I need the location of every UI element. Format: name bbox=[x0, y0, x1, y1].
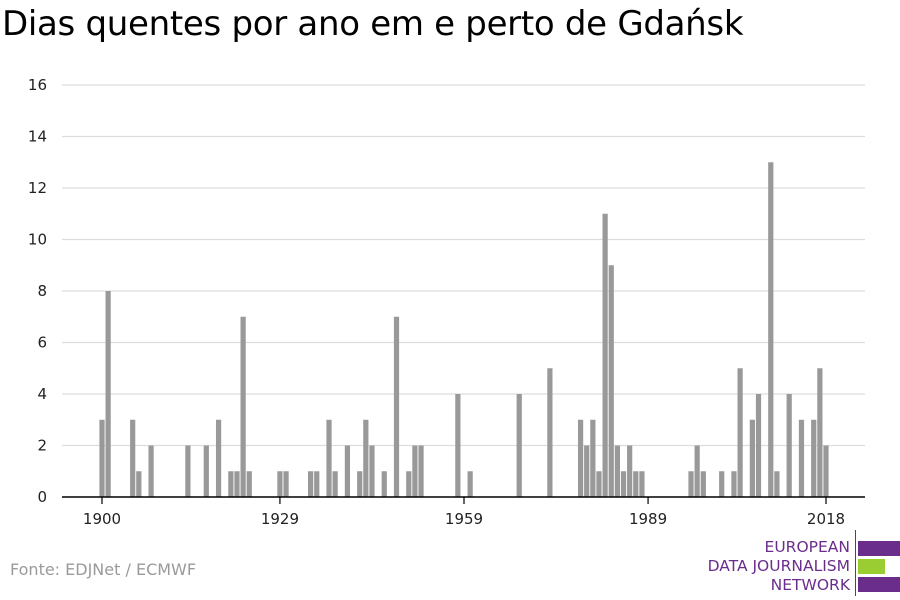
bar bbox=[731, 471, 737, 497]
bar bbox=[240, 316, 246, 497]
logo-purple-bar-top bbox=[858, 541, 900, 556]
x-tick-label: 1959 bbox=[445, 510, 483, 528]
bar bbox=[817, 368, 823, 497]
logo-line-1: EUROPEAN bbox=[764, 538, 850, 556]
bar bbox=[620, 471, 627, 497]
gridlines bbox=[62, 84, 865, 447]
bar bbox=[185, 445, 191, 497]
bar bbox=[136, 471, 142, 497]
bar bbox=[418, 445, 424, 497]
bar bbox=[228, 471, 234, 497]
y-tick-label: 10 bbox=[28, 231, 47, 249]
y-tick-label: 14 bbox=[28, 128, 47, 146]
bar bbox=[332, 471, 338, 497]
y-tick-label: 0 bbox=[37, 488, 47, 506]
bar bbox=[369, 445, 375, 497]
bar-chart: 0 2 4 6 8 10 12 14 16 1900 1929 1959 1989 2018 bbox=[28, 76, 865, 528]
bar bbox=[694, 445, 700, 497]
bar bbox=[823, 445, 829, 497]
bar bbox=[639, 471, 645, 497]
logo-purple-bar-bottom bbox=[858, 577, 900, 592]
bar bbox=[326, 419, 332, 497]
y-tick-label: 2 bbox=[37, 437, 47, 455]
bar bbox=[283, 471, 289, 497]
bar bbox=[614, 445, 620, 497]
bars bbox=[99, 162, 829, 497]
bar bbox=[516, 394, 522, 497]
bar bbox=[584, 445, 590, 497]
bar bbox=[246, 471, 252, 497]
bar bbox=[737, 368, 743, 497]
bar bbox=[577, 419, 584, 497]
x-tick-label: 2018 bbox=[807, 510, 845, 528]
logo-green-bar bbox=[858, 559, 885, 574]
bar bbox=[590, 419, 596, 497]
y-tick-label: 12 bbox=[28, 179, 47, 197]
bar bbox=[277, 471, 283, 497]
bar bbox=[547, 368, 553, 497]
bar bbox=[148, 445, 154, 497]
bar bbox=[774, 471, 780, 497]
bar bbox=[314, 471, 320, 497]
bar bbox=[203, 445, 209, 497]
bar bbox=[608, 265, 614, 497]
edjnet-logo: EUROPEAN DATA JOURNALISM NETWORK bbox=[700, 530, 900, 600]
logo-vertical-rule bbox=[855, 530, 856, 596]
bar bbox=[627, 445, 633, 497]
y-tick-label: 16 bbox=[28, 76, 47, 94]
bar bbox=[719, 471, 725, 497]
bar bbox=[105, 291, 111, 497]
bar bbox=[749, 419, 755, 497]
bar bbox=[467, 471, 473, 497]
chart-title: Dias quentes por ano em e perto de Gdańs… bbox=[2, 4, 744, 44]
x-axis-tick-labels: 1900 1929 1959 1989 2018 bbox=[83, 510, 845, 528]
bar bbox=[633, 471, 639, 497]
x-tick-label: 1989 bbox=[629, 510, 667, 528]
bar bbox=[688, 471, 694, 497]
bar bbox=[786, 394, 792, 497]
y-axis-tick-labels: 0 2 4 6 8 10 12 14 16 bbox=[28, 76, 47, 506]
bar bbox=[412, 445, 418, 497]
bar bbox=[393, 316, 400, 497]
bar bbox=[768, 162, 774, 497]
bar bbox=[602, 213, 608, 497]
bar bbox=[130, 419, 136, 497]
bar bbox=[811, 419, 817, 497]
bar bbox=[363, 419, 369, 497]
logo-line-3: NETWORK bbox=[770, 576, 850, 594]
bar bbox=[234, 471, 240, 497]
bar bbox=[596, 471, 602, 497]
bar bbox=[308, 471, 314, 497]
y-tick-label: 4 bbox=[37, 385, 47, 403]
bar bbox=[215, 419, 222, 497]
logo-line-2: DATA JOURNALISM bbox=[707, 557, 850, 575]
bar bbox=[406, 471, 412, 497]
x-tick-label: 1929 bbox=[261, 510, 299, 528]
x-tick-label: 1900 bbox=[83, 510, 121, 528]
bar bbox=[381, 471, 387, 497]
bar bbox=[700, 471, 706, 497]
y-tick-label: 8 bbox=[37, 282, 47, 300]
bar bbox=[344, 445, 351, 497]
axes bbox=[62, 496, 865, 504]
source-credit: Fonte: EDJNet / ECMWF bbox=[10, 560, 197, 579]
bar bbox=[755, 394, 762, 497]
bar bbox=[798, 419, 805, 497]
bar bbox=[455, 394, 461, 497]
bar bbox=[99, 419, 105, 497]
y-tick-label: 6 bbox=[37, 334, 47, 352]
bar bbox=[357, 471, 363, 497]
